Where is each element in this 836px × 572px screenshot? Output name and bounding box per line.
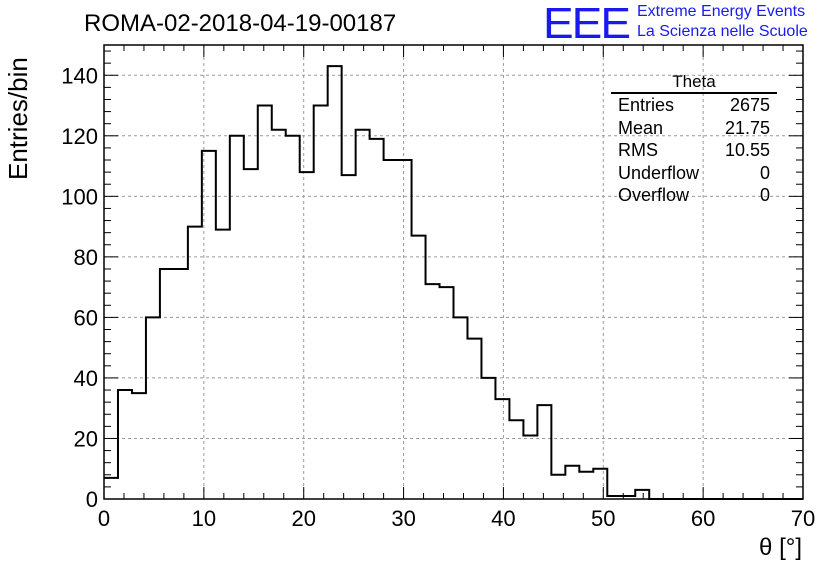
stats-value: 10.55	[724, 140, 770, 160]
stats-value: 2675	[729, 95, 770, 115]
x-tick-label: 0	[98, 506, 110, 531]
stats-row: Entries 2675	[611, 94, 777, 117]
stats-row: Mean 21.75	[611, 117, 777, 140]
y-tick-label: 100	[61, 184, 98, 209]
stats-label: Overflow	[618, 185, 690, 205]
stats-row: Overflow 0	[611, 184, 777, 207]
x-tick-label: 40	[491, 506, 515, 531]
y-axis-label: Entries/bin	[3, 57, 33, 180]
x-tick-label: 70	[791, 506, 815, 531]
stats-label: Underflow	[618, 162, 700, 183]
axis-tick-labels: 0 10 20 30 40 50 60 70 0 20 40 60 80 100 120 140	[61, 63, 815, 531]
logo-caption: Extreme Energy Events La Scienza nelle S…	[637, 2, 808, 42]
x-tick-label: 20	[291, 506, 315, 531]
stats-label: Entries	[618, 95, 675, 115]
y-tick-label: 80	[74, 245, 98, 270]
stats-label: Mean	[618, 117, 664, 138]
x-tick-label: 60	[691, 506, 715, 531]
plot-border	[103, 44, 804, 500]
histogram-series-line	[104, 65, 803, 500]
axis-ticks	[103, 45, 804, 500]
chart-title: ROMA-02-2018-04-19-00187	[84, 10, 397, 37]
y-tick-label: 60	[74, 305, 98, 330]
plot-frame	[103, 44, 804, 500]
stats-value: 0	[759, 162, 770, 183]
stats-value: 21.75	[724, 117, 770, 138]
x-tick-label: 10	[192, 506, 216, 531]
stats-row: RMS 10.55	[611, 139, 777, 162]
x-tick-label: 30	[391, 506, 415, 531]
stats-row: Underflow 0	[611, 162, 777, 185]
logo-caption-line1: Extreme Energy Events	[637, 3, 806, 20]
y-tick-label: 0	[86, 487, 98, 512]
stats-value: 0	[759, 185, 770, 205]
y-tick-label: 140	[61, 63, 98, 88]
logo-caption-line2: La Scienza nelle Scuole	[637, 23, 808, 40]
y-tick-label: 20	[74, 426, 98, 451]
y-tick-label: 120	[61, 124, 98, 149]
stats-title: Theta	[611, 72, 777, 94]
stats-box: Theta Entries 2675 Mean 21.75 RMS 10.55 Und…	[611, 72, 777, 207]
stats-label: RMS	[618, 140, 658, 160]
y-tick-label: 40	[74, 366, 98, 391]
eee-logo: EEE	[543, 0, 631, 48]
x-axis-label: θ [°]	[759, 534, 802, 561]
x-tick-label: 50	[591, 506, 615, 531]
